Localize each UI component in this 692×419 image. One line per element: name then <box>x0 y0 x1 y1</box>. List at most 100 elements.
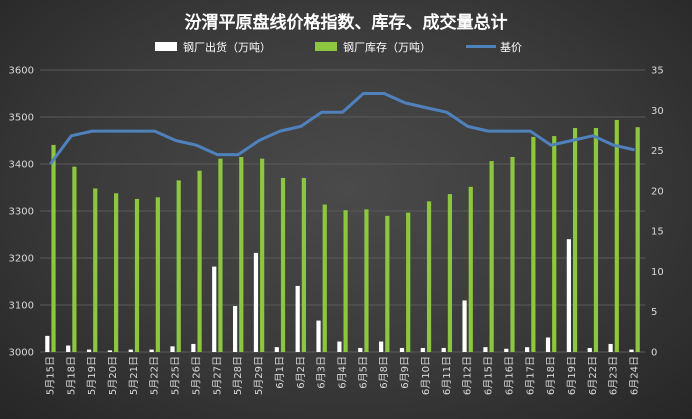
shipment-bar <box>232 306 238 352</box>
legend-label: 钢厂出货（万吨） <box>183 40 271 54</box>
right-tick-label: 10 <box>651 267 664 278</box>
shipment-bar <box>525 347 530 352</box>
legend-label: 钢厂库存（万吨） <box>343 40 431 54</box>
x-tick-label: 5月26日 <box>190 356 202 395</box>
left-tick-label: 3300 <box>9 207 34 218</box>
inventory-bar <box>364 209 369 352</box>
x-tick-label: 5月29日 <box>253 356 265 395</box>
right-tick-label: 25 <box>651 146 664 157</box>
inventory-bar <box>155 197 160 352</box>
gridlines <box>40 69 645 353</box>
shipment-bar <box>587 347 592 352</box>
left-tick-label: 3500 <box>9 113 34 124</box>
x-tick-label: 6月16日 <box>503 356 515 395</box>
right-tick-label: 5 <box>651 307 657 318</box>
shipment-bar <box>545 337 551 352</box>
shipment-bar <box>629 349 634 352</box>
right-tick-label: 20 <box>651 186 664 197</box>
x-tick-label: 6月4日 <box>337 356 349 389</box>
inventory-bar <box>322 204 327 352</box>
left-tick-label: 3200 <box>9 254 34 265</box>
shipment-bar <box>483 347 488 352</box>
legend-swatch <box>155 42 177 51</box>
inventory-bar <box>239 157 244 352</box>
right-tick-label: 35 <box>651 66 664 77</box>
x-tick-label: 6月12日 <box>462 356 474 395</box>
chart-title: 汾渭平原盘线价格指数、库存、成交量总计 <box>185 12 508 33</box>
inventory-bar <box>531 136 536 352</box>
inventory-bar <box>468 186 473 352</box>
shipment-bar <box>420 347 425 352</box>
x-tick-label: 6月3日 <box>316 356 328 389</box>
x-tick-label: 5月18日 <box>65 356 77 395</box>
inventory-bar <box>72 166 77 352</box>
inventory-bar <box>406 212 411 352</box>
shipment-bar <box>441 347 446 352</box>
inventory-bar <box>385 215 390 352</box>
shipment-bar <box>295 285 300 352</box>
inventory-bar <box>260 158 265 352</box>
inventory-bar <box>489 161 494 352</box>
shipment-bar <box>45 335 50 352</box>
inventory-bar <box>218 158 223 352</box>
shipment-bar <box>504 348 509 352</box>
inventory-bar <box>134 198 140 352</box>
inventory-bar <box>447 194 453 352</box>
x-tick-label: 5月25日 <box>170 356 182 395</box>
inventory-bar <box>197 170 202 352</box>
inventory-bar <box>301 177 306 352</box>
shipment-bar <box>66 345 71 352</box>
right-tick-label: 30 <box>651 106 664 117</box>
legend: 钢厂出货（万吨） 钢厂库存（万吨） 基价 <box>155 40 522 54</box>
x-tick-label: 6月18日 <box>545 356 557 395</box>
shipment-bar <box>316 320 321 352</box>
inventory-bar <box>552 136 557 352</box>
shipment-bar <box>608 343 613 352</box>
price-line <box>49 92 635 165</box>
left-tick-label: 3400 <box>9 160 34 171</box>
x-tick-label: 6月24日 <box>629 356 641 395</box>
shipment-bar <box>212 266 217 352</box>
inventory-bar <box>280 177 286 352</box>
inventory-bar <box>176 180 181 352</box>
inventory-bar <box>614 119 619 352</box>
shipment-bar <box>399 347 405 352</box>
legend-swatch <box>315 42 337 51</box>
inventory-bar <box>93 188 98 352</box>
shipment-bar <box>107 350 113 352</box>
x-tick-label: 5月21日 <box>128 356 140 395</box>
x-tick-label: 6月11日 <box>441 356 453 395</box>
x-tick-label: 6月5日 <box>357 356 369 389</box>
x-tick-label: 6月15日 <box>483 356 495 395</box>
x-tick-label: 6月10日 <box>420 356 432 395</box>
x-tick-label: 6月17日 <box>524 356 536 395</box>
right-tick-label: 0 <box>651 348 657 359</box>
shipment-bar <box>358 347 363 352</box>
x-tick-label: 5月27日 <box>211 356 223 395</box>
x-tick-label: 5月15日 <box>44 356 56 395</box>
x-tick-label: 6月8日 <box>378 356 390 389</box>
inventory-bar <box>572 128 578 352</box>
inventory-bar <box>343 210 348 352</box>
left-tick-label: 3100 <box>9 301 34 312</box>
shipment-bar <box>379 341 384 352</box>
inventory-bar <box>51 144 56 352</box>
shipment-bar <box>253 252 259 352</box>
shipment-bar <box>462 300 467 352</box>
x-tick-label: 5月28日 <box>232 356 244 395</box>
bars <box>45 119 640 352</box>
shipment-bar <box>128 349 133 352</box>
x-tick-label: 5月22日 <box>149 356 161 395</box>
inventory-bar <box>114 193 119 352</box>
x-tick-label: 5月20日 <box>107 356 119 395</box>
x-tick-label: 6月19日 <box>566 356 578 395</box>
shipment-bar <box>149 349 154 352</box>
left-axis-ticks: 3000 3100 3200 3300 3400 3500 3600 <box>9 66 34 359</box>
inventory-bar <box>426 201 432 352</box>
price-series-line <box>49 92 635 165</box>
right-axis-ticks: 0 5 10 15 20 25 30 35 <box>651 66 664 359</box>
x-tick-label: 6月23日 <box>608 356 620 395</box>
x-tick-label: 5月19日 <box>86 356 98 395</box>
